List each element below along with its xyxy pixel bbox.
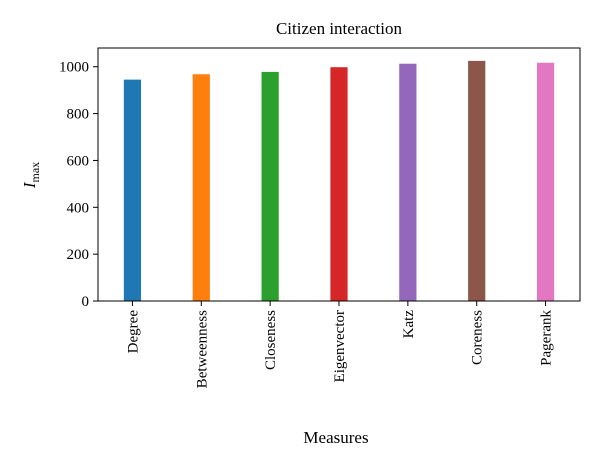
y-tick-label: 800 (67, 107, 90, 123)
y-axis-label-subscript: max (28, 162, 42, 183)
y-axis-label: Imax (20, 162, 42, 189)
y-tick-label: 400 (67, 200, 90, 216)
bar-betweenness (192, 74, 210, 302)
plot-frame (97, 47, 581, 302)
bar-eigenvector (330, 67, 348, 301)
x-tick-label: Pagerank (539, 310, 555, 366)
y-axis-label-main: I (20, 181, 39, 189)
y-tick-label: 0 (82, 294, 90, 310)
x-tick-label: Katz (401, 310, 417, 339)
bar-katz (399, 63, 417, 301)
x-axis-label: Measures (303, 428, 368, 447)
x-tick-label: Coreness (470, 310, 486, 365)
bar-closeness (261, 71, 279, 302)
y-tick-label: 1000 (59, 60, 89, 76)
bar-pagerank (536, 62, 555, 302)
y-tick-label: 600 (67, 153, 90, 169)
plot-area: 0 200 400 600 800 1000 Degree Betweenness Closen… (59, 60, 555, 389)
x-tick-label: Degree (125, 310, 141, 354)
chart-title: Citizen interaction (276, 19, 403, 38)
y-tick-label: 200 (67, 247, 90, 263)
x-tick-label: Betweenness (194, 310, 210, 388)
x-tick-label: Eigenvector (332, 310, 348, 382)
x-tick-label: Closeness (263, 310, 279, 370)
bar-degree (123, 79, 142, 301)
bar-coreness (468, 60, 486, 301)
